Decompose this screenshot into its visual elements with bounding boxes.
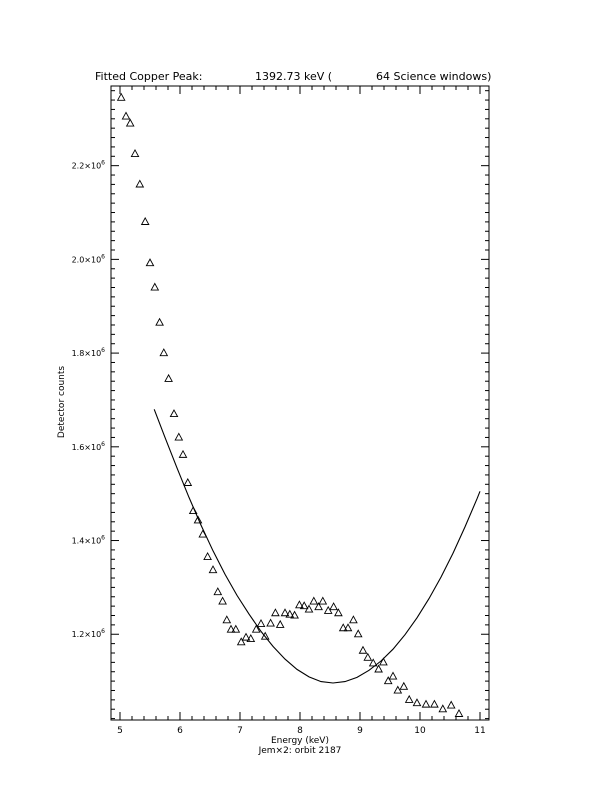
plot-frame (110, 85, 490, 721)
y-tick-label: 2.0×106 (72, 253, 106, 264)
data-point (318, 596, 328, 605)
series-layer (116, 92, 481, 717)
data-point (231, 624, 241, 633)
data-point (299, 601, 309, 610)
data-point (446, 700, 456, 709)
data-point (116, 92, 126, 101)
data-point (353, 629, 363, 638)
data-point (338, 623, 348, 632)
x-tick-label: 10 (414, 726, 426, 736)
data-point (213, 587, 223, 596)
data-point (256, 618, 266, 627)
data-point (241, 632, 251, 641)
footer-label: Jem×2: orbit 2187 (258, 746, 342, 756)
title-suffix: 64 Science windows) (376, 70, 491, 83)
data-point (295, 600, 304, 609)
data-point (379, 657, 388, 666)
fit-curve (153, 409, 481, 684)
x-tick-label: 6 (177, 726, 183, 736)
data-point (412, 698, 422, 707)
data-point (218, 596, 227, 605)
data-point (314, 602, 323, 611)
data-point (304, 604, 314, 613)
data-point (222, 615, 232, 624)
data-point (130, 149, 140, 157)
data-point (178, 449, 188, 458)
data-point (329, 602, 338, 611)
data-point (383, 676, 393, 685)
data-point (285, 609, 295, 618)
data-point (135, 179, 145, 188)
data-point (454, 708, 464, 717)
data-point (290, 610, 299, 619)
data-point (309, 596, 319, 605)
y-tick-label: 1.6×106 (72, 441, 106, 452)
y-axis-label: Detector counts (57, 366, 67, 438)
chart-title: Fitted Copper Peak: 1392.73 keV ( 64 Sci… (95, 70, 491, 83)
data-point (260, 631, 270, 640)
x-tick-label: 8 (297, 726, 303, 736)
data-point (251, 624, 261, 633)
title-value: 1392.73 keV ( (255, 70, 332, 83)
data-point (280, 608, 290, 617)
y-tick-label: 2.2×106 (72, 160, 106, 171)
data-point (125, 118, 135, 127)
data-point (438, 704, 448, 713)
data-point (349, 615, 358, 624)
data-point (368, 658, 378, 667)
data-point (404, 694, 414, 703)
data-point (358, 645, 368, 654)
data-point (236, 637, 246, 646)
x-tick-label: 9 (357, 726, 363, 736)
x-axis-label: Energy (keV) (271, 736, 329, 746)
data-point (164, 373, 173, 382)
title-label: Fitted Copper Peak: (95, 70, 202, 83)
data-point (150, 282, 160, 291)
data-point (203, 551, 212, 560)
data-point (226, 624, 236, 633)
data-point (421, 699, 431, 708)
data-point (121, 111, 131, 120)
y-tick-label: 1.2×106 (72, 628, 106, 639)
data-point (266, 618, 275, 627)
x-axis: 5 6 7 8 9 10 11 (117, 86, 486, 736)
data-point (140, 216, 150, 225)
data-point (193, 515, 203, 524)
data-point (275, 619, 285, 628)
data-point (374, 664, 383, 673)
x-tick-label: 11 (474, 726, 485, 736)
y-axis: 1.2×106 1.4×106 1.6×106 1.8×106 2.0×106 2.2×1… (72, 90, 489, 720)
x-tick-label: 5 (117, 726, 123, 736)
data-point (169, 409, 179, 418)
data-point (271, 608, 280, 617)
data-point (246, 633, 256, 642)
y-tick-label: 1.4×106 (72, 535, 106, 546)
data-point (155, 317, 164, 326)
y-tick-label: 1.8×106 (72, 347, 106, 358)
data-point (334, 608, 343, 617)
data-point (399, 681, 409, 690)
data-point (183, 477, 193, 486)
data-point (343, 623, 353, 632)
data-point (208, 565, 218, 574)
data-point (430, 699, 439, 708)
data-point (388, 671, 398, 680)
data-point (159, 348, 169, 357)
data-point (363, 652, 373, 661)
x-tick-label: 7 (237, 726, 243, 736)
data-point (174, 432, 184, 441)
data-point (145, 258, 155, 267)
